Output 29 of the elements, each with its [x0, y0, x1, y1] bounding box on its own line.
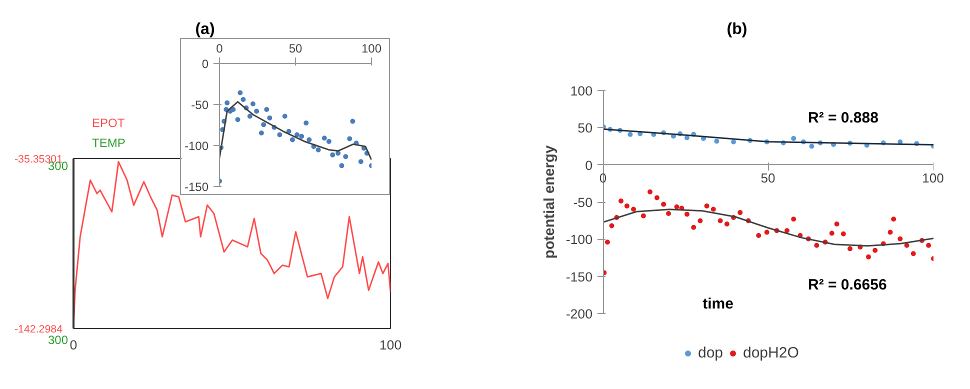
text: 300: [48, 333, 68, 347]
y-tick-label: -150: [566, 269, 593, 284]
y-tick-label: -100: [184, 139, 209, 153]
annotation: R² = 0.6656: [808, 276, 887, 294]
text: EPOT: [92, 116, 125, 130]
x-tick-label: 0: [599, 170, 607, 186]
text: TEMP: [92, 136, 126, 150]
annotation: R² = 0.888: [808, 110, 878, 126]
x-tick-label: 50: [760, 170, 776, 186]
x-tick-label: 100: [361, 42, 382, 56]
y-tick-label: -142.2984: [14, 324, 63, 336]
legend-label: dop: [697, 344, 724, 362]
y-tick-label: -200: [566, 306, 593, 322]
y-tick-label: 100: [570, 84, 593, 98]
y-tick-label: 50: [578, 120, 593, 136]
y-tick-label: -50: [191, 98, 209, 112]
chart-title: (b): [726, 21, 748, 38]
x-tick-label: 0: [216, 42, 224, 56]
y-tick-label: -150: [184, 180, 209, 194]
x-axis-title: time: [702, 296, 734, 312]
y-tick-label: -100: [566, 232, 593, 248]
x-tick-label: 50: [288, 42, 302, 56]
x-tick-label: 100: [922, 170, 944, 186]
legend-label: dopH2O: [742, 344, 799, 362]
y-tick-label: -50: [573, 195, 592, 210]
y-tick-label: 0: [585, 158, 593, 173]
y-axis-title: potential energy: [542, 144, 558, 259]
chart-title: (a): [195, 21, 215, 38]
y-tick-label: 0: [202, 57, 209, 71]
